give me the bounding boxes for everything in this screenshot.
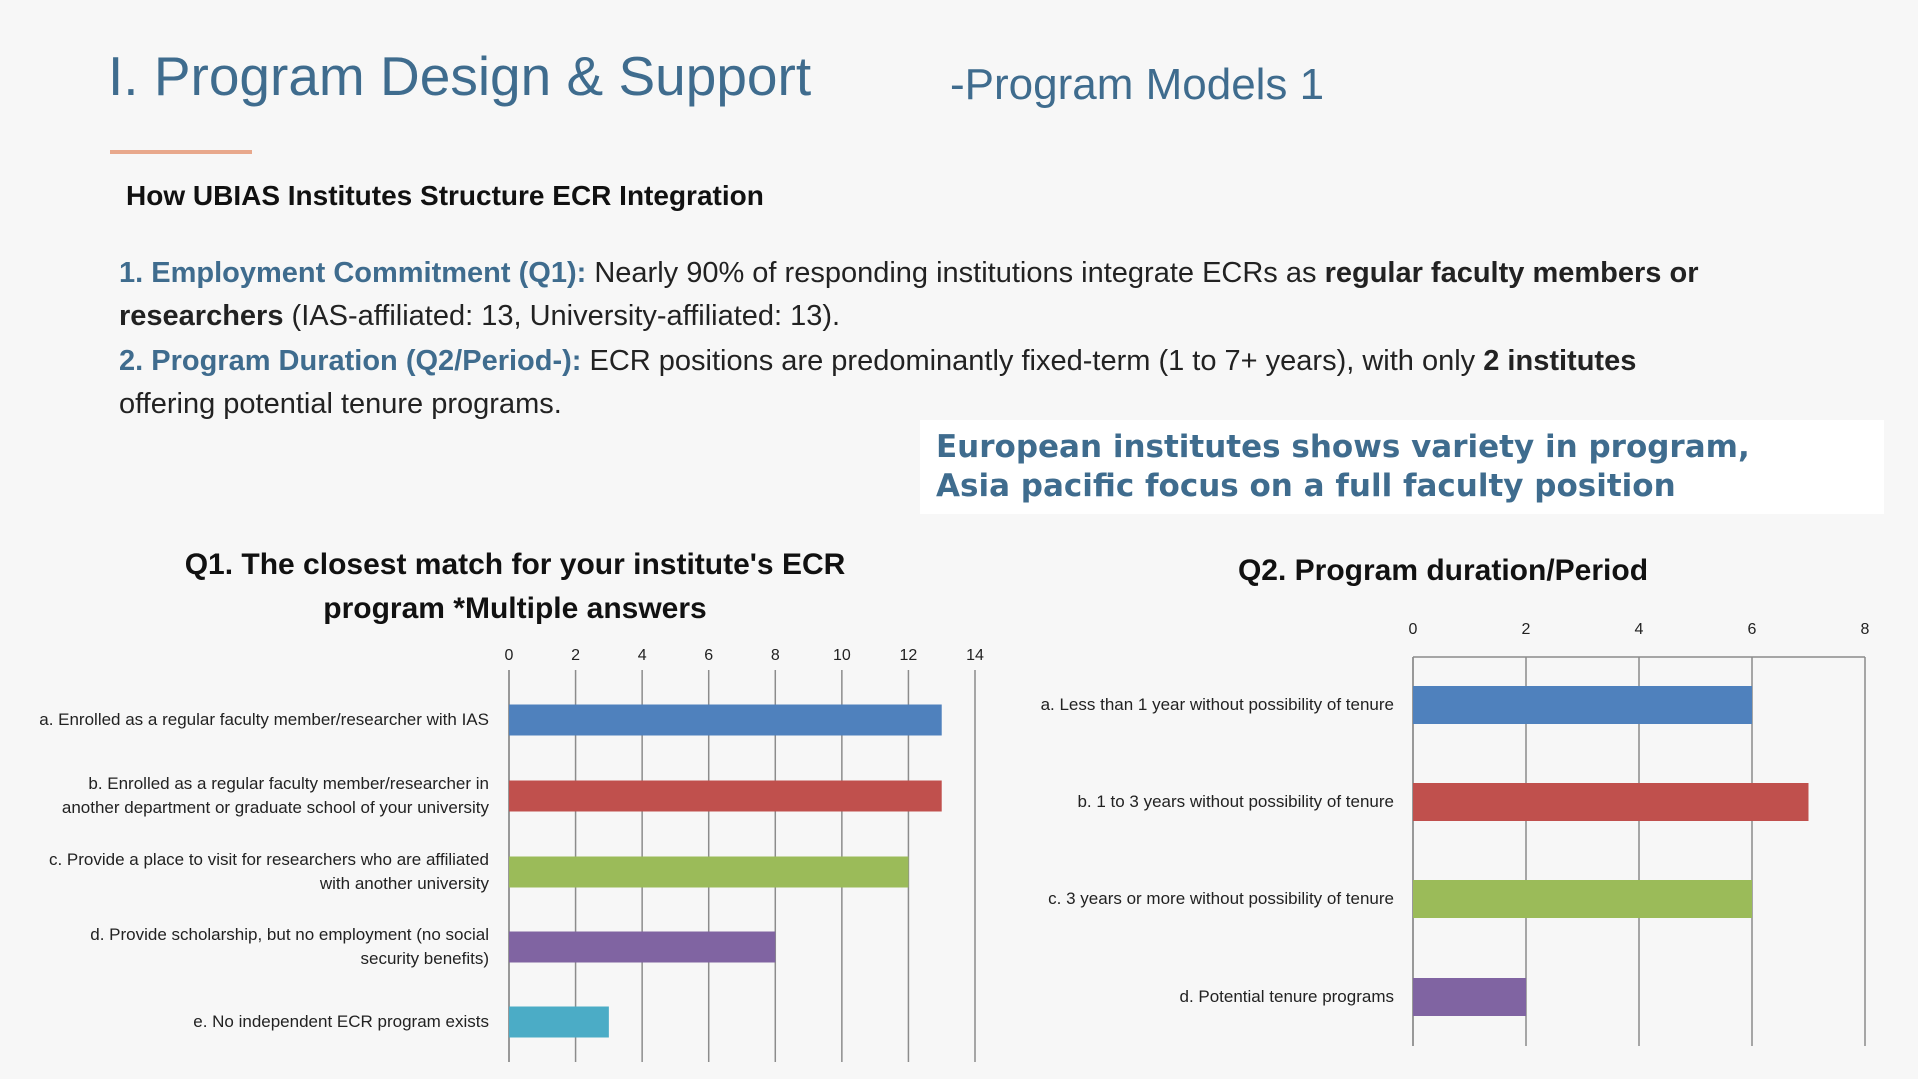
callout-line: European institutes shows variety in pro… xyxy=(936,429,1750,465)
point-text: offering potential tenure programs. xyxy=(119,388,562,420)
point-lead: 1. Employment Commitment (Q1): xyxy=(119,257,587,289)
point: 2. Program Duration (Q2/Period-): ECR po… xyxy=(119,340,1699,426)
y-category-label: c. 3 years or more without possibility o… xyxy=(1048,889,1394,908)
chart-title: Q1. The closest match for your institute… xyxy=(184,548,846,625)
bar xyxy=(1413,686,1752,724)
bar xyxy=(1413,978,1526,1016)
x-tick-label: 4 xyxy=(638,647,647,664)
bar xyxy=(509,931,776,963)
point-text: (IAS-affiliated: 13, University-affiliat… xyxy=(283,300,841,332)
bar xyxy=(509,856,909,888)
y-category-label: a. Enrolled as a regular faculty member/… xyxy=(39,710,489,729)
y-category-label: b. Enrolled as a regular faculty member/… xyxy=(61,774,489,817)
x-tick-label: 6 xyxy=(1748,621,1757,638)
x-tick-label: 12 xyxy=(900,647,918,664)
x-tick-label: 0 xyxy=(1409,621,1418,638)
bar xyxy=(1413,880,1752,918)
bar xyxy=(509,704,942,736)
bar xyxy=(509,1006,609,1038)
y-category-label: e. No independent ECR program exists xyxy=(193,1012,489,1031)
point: 1. Employment Commitment (Q1): Nearly 90… xyxy=(119,252,1699,338)
x-tick-label: 0 xyxy=(505,647,514,664)
x-tick-label: 2 xyxy=(1522,621,1531,638)
x-tick-label: 8 xyxy=(771,647,780,664)
bar xyxy=(1413,783,1809,821)
bar xyxy=(509,780,942,812)
y-category-label: d. Potential tenure programs xyxy=(1179,987,1394,1006)
x-tick-label: 6 xyxy=(704,647,713,664)
chart-title: Q2. Program duration/Period xyxy=(1237,554,1649,587)
slide-subtitle: -Program Models 1 xyxy=(950,60,1325,109)
x-tick-label: 10 xyxy=(833,647,851,664)
y-category-label: c. Provide a place to visit for research… xyxy=(48,850,489,893)
point-text: ECR positions are predominantly fixed-te… xyxy=(581,345,1484,377)
x-tick-label: 2 xyxy=(571,647,580,664)
y-category-label: d. Provide scholarship, but no employmen… xyxy=(90,925,489,968)
point-bold: regular faculty members or researchers xyxy=(119,257,1699,332)
title-underline xyxy=(110,150,252,154)
point-text: Nearly 90% of responding institutions in… xyxy=(586,257,1325,289)
point-lead: 2. Program Duration (Q2/Period-): xyxy=(119,345,582,377)
point-bold: 2 institutes xyxy=(1483,345,1637,377)
slide-title: I. Program Design & Support xyxy=(108,45,812,107)
x-tick-label: 8 xyxy=(1861,621,1870,638)
section-heading: How UBIAS Institutes Structure ECR Integ… xyxy=(126,180,764,211)
callout-box: European institutes shows variety in pro… xyxy=(920,420,1884,514)
callout-line: Asia pacific focus on a full faculty pos… xyxy=(936,468,1676,504)
y-category-label: b. 1 to 3 years without possibility of t… xyxy=(1077,792,1394,811)
x-tick-label: 4 xyxy=(1635,621,1644,638)
x-tick-label: 14 xyxy=(966,647,984,664)
y-category-label: a. Less than 1 year without possibility … xyxy=(1040,695,1394,714)
